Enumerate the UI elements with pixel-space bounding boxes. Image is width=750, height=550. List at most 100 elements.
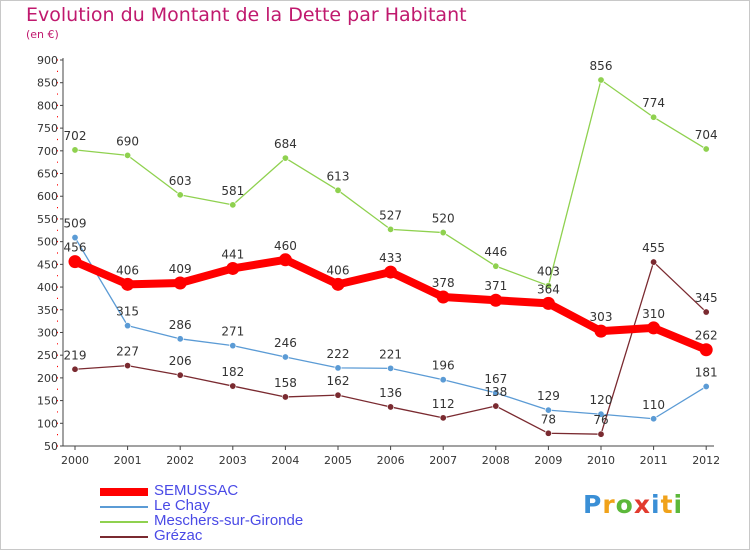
- data-point: [436, 290, 450, 304]
- data-point: [541, 296, 555, 310]
- chart-title: Evolution du Montant de la Dette par Hab…: [26, 4, 467, 26]
- data-label: 167: [484, 372, 507, 386]
- data-label: 286: [169, 318, 192, 332]
- legend-label-grezac: Grézac: [154, 527, 203, 544]
- data-label: 162: [327, 374, 350, 388]
- proxiti-logo: Proxiti: [583, 490, 683, 519]
- data-label: 120: [590, 393, 613, 407]
- legend-swatch-meschers: [100, 521, 148, 523]
- data-point: [702, 145, 710, 153]
- y-tick-label: 800: [37, 99, 58, 112]
- data-label: 181: [695, 366, 718, 380]
- logo-letter: i: [651, 490, 661, 519]
- data-label: 196: [432, 359, 455, 373]
- data-point: [699, 343, 713, 357]
- data-point: [387, 403, 395, 411]
- data-label: 433: [379, 251, 402, 265]
- data-point: [331, 277, 345, 291]
- data-label: 219: [64, 348, 87, 362]
- data-point: [71, 146, 79, 154]
- data-label: 455: [642, 241, 665, 255]
- data-label: 112: [432, 397, 455, 411]
- data-label: 371: [484, 279, 507, 293]
- data-point: [124, 322, 132, 330]
- data-label: 182: [221, 365, 244, 379]
- data-label: 704: [695, 128, 718, 142]
- y-tick-label: 550: [37, 213, 58, 226]
- data-label: 303: [590, 310, 613, 324]
- data-label: 78: [541, 412, 556, 426]
- chart-unit: (en €): [26, 28, 59, 41]
- data-point: [439, 229, 447, 237]
- data-point: [597, 430, 605, 438]
- data-point: [278, 253, 292, 267]
- x-tick-label: 2004: [271, 454, 299, 467]
- data-label: 129: [537, 389, 560, 403]
- x-tick-label: 2012: [692, 454, 720, 467]
- data-label: 441: [221, 247, 244, 261]
- data-label: 702: [64, 129, 87, 143]
- data-label: 110: [642, 398, 665, 412]
- data-point: [650, 258, 658, 266]
- y-tick-label: 400: [37, 281, 58, 294]
- y-tick-label: 500: [37, 236, 58, 249]
- data-point: [597, 76, 605, 84]
- data-label: 138: [484, 385, 507, 399]
- data-label: 509: [64, 217, 87, 231]
- data-label: 409: [169, 262, 192, 276]
- y-tick-label: 250: [37, 349, 58, 362]
- data-point: [650, 415, 658, 423]
- data-point: [281, 154, 289, 162]
- y-tick-label: 900: [37, 54, 58, 67]
- data-label: 406: [116, 263, 139, 277]
- data-point: [492, 262, 500, 270]
- data-point: [492, 389, 500, 397]
- data-point: [384, 265, 398, 279]
- data-point: [387, 225, 395, 233]
- data-label: 527: [379, 208, 402, 222]
- y-tick-label: 300: [37, 326, 58, 339]
- y-tick-label: 750: [37, 122, 58, 135]
- data-point: [439, 376, 447, 384]
- data-label: 520: [432, 212, 455, 226]
- y-tick-label: 50: [44, 440, 58, 453]
- data-point: [71, 234, 79, 242]
- data-point: [647, 321, 661, 335]
- data-point: [281, 393, 289, 401]
- data-label: 581: [221, 184, 244, 198]
- data-label: 246: [274, 336, 297, 350]
- data-point: [229, 201, 237, 209]
- x-tick-label: 2005: [324, 454, 352, 467]
- data-point: [702, 308, 710, 316]
- data-point: [176, 191, 184, 199]
- data-point: [544, 406, 552, 414]
- data-label: 460: [274, 239, 297, 253]
- data-point: [489, 293, 503, 307]
- data-label: 227: [116, 345, 139, 359]
- data-point: [71, 365, 79, 373]
- legend-label-meschers: Meschers-sur-Gironde: [154, 512, 304, 529]
- logo-letter: t: [660, 490, 674, 519]
- data-label: 315: [116, 305, 139, 319]
- logo-letter: P: [583, 490, 603, 519]
- logo-letter: x: [633, 490, 651, 519]
- data-point: [650, 113, 658, 121]
- legend-label-le-chay: Le Chay: [154, 497, 210, 514]
- data-label: 690: [116, 134, 139, 148]
- data-point: [229, 382, 237, 390]
- data-label: 136: [379, 386, 402, 400]
- data-label: 613: [327, 169, 350, 183]
- data-label: 222: [327, 347, 350, 361]
- data-point: [334, 364, 342, 372]
- data-label: 446: [484, 245, 507, 259]
- data-point: [544, 282, 552, 290]
- data-point: [544, 429, 552, 437]
- data-point: [334, 186, 342, 194]
- data-label: 456: [64, 241, 87, 255]
- data-label: 158: [274, 376, 297, 390]
- y-tick-label: 450: [37, 258, 58, 271]
- data-point: [173, 276, 187, 290]
- y-tick-label: 150: [37, 395, 58, 408]
- data-label: 403: [537, 265, 560, 279]
